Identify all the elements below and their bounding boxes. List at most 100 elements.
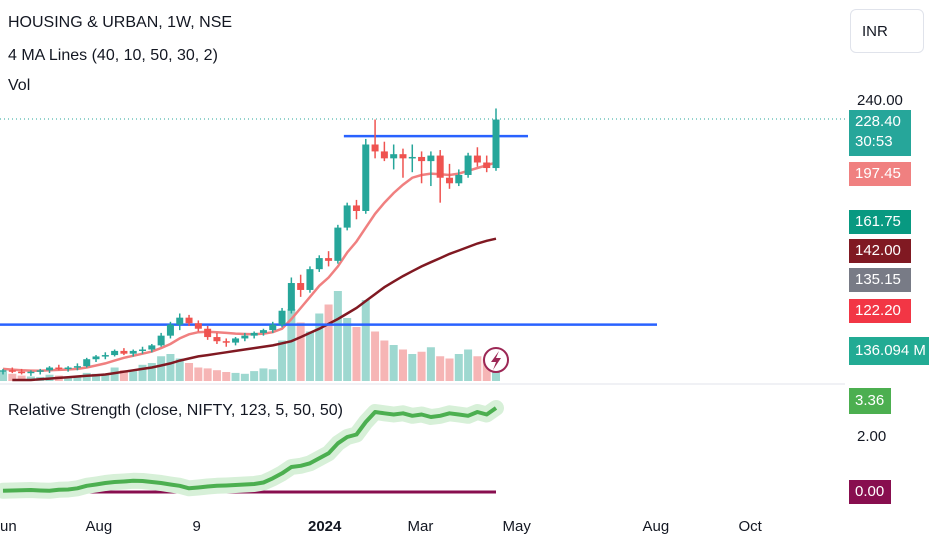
volume-bar [101,374,110,381]
candle-body [120,350,128,354]
level-label-122: 122.20 [849,299,911,323]
candle-body [287,283,295,311]
currency-selector[interactable]: INR [850,9,924,53]
candle-body [259,330,267,333]
time-tick-label: Oct [738,518,762,535]
volume-bar [0,372,7,381]
time-tick-label: Aug [642,518,670,535]
candle-body [334,227,342,261]
candle-body [455,174,463,184]
volume-bar [166,354,175,381]
rs-tick-2: 2.00 [857,428,887,445]
ma-slow-line [12,237,497,382]
time-tick-label: Mar [407,518,434,535]
volume-bar [473,356,482,381]
price-label-current: 228.40 30:53 [849,110,911,156]
candle-body [483,162,491,169]
ma-fast-line [2,161,497,372]
volume-bar [454,354,463,381]
candle-body [492,119,500,169]
ma-slow-label: 142.00 [849,239,911,263]
candle-body [139,349,147,352]
volume-bar [17,375,26,381]
volume-indicator-label[interactable]: Vol [8,77,31,94]
candle-body [343,205,351,228]
candle-body [176,317,184,325]
candle-body [204,328,212,338]
volume-bars [0,291,500,381]
candle-body [73,366,81,368]
candle-body [148,345,156,350]
volume-bar [278,340,287,381]
volume-bar [175,358,184,381]
candle-body [362,144,370,211]
candle-body [111,350,119,356]
volume-bar [324,304,333,381]
volume-bar [389,345,398,381]
level-label-161: 161.75 [849,210,911,234]
volume-bar [203,368,212,381]
candle-body [232,338,240,343]
volume-bar [482,358,491,381]
candle-body [194,323,202,329]
relative-strength-line [0,400,504,499]
volume-bar [129,371,138,381]
moving-averages [2,161,497,382]
candle-body [0,370,7,372]
candle-body [325,258,333,261]
time-tick-label: 2024 [308,518,342,535]
rs-indicator-label[interactable]: Relative Strength (close, NIFTY, 123, 5,… [8,402,343,419]
rs-value-label: 3.36 [849,388,891,414]
candle-body [46,367,54,371]
candle-body [445,177,453,184]
volume-bar [138,364,147,381]
candle-body [250,332,258,336]
rs-line [2,406,498,493]
level-label-135: 135.15 [849,268,911,292]
candle-body [185,317,193,324]
candle-body [157,335,165,346]
volume-bar [398,349,407,381]
rs-zero-label: 0.00 [849,480,891,504]
candle-body [36,370,44,372]
volume-bar [315,313,324,381]
volume-bar [408,354,417,381]
volume-bar [464,349,473,381]
volume-bar [445,358,454,381]
candle-body [101,355,109,357]
volume-bar [352,327,361,381]
volume-bar [417,351,426,381]
candle-body [64,367,72,370]
alert-icon[interactable] [483,347,509,373]
candle-body [83,359,91,367]
time-tick-label: May [502,518,531,535]
price-tick-240: 240.00 [857,92,903,109]
candle-body [399,154,407,159]
volume-bar [119,370,128,381]
volume-bar [250,371,259,381]
candle-body [473,155,481,163]
candle-body [306,269,314,290]
candle-body [92,356,100,360]
current-price: 228.40 [855,113,901,130]
volume-bar [231,372,240,381]
volume-bar [436,356,445,381]
volume-bar [194,367,203,381]
candle-body [269,324,277,331]
ma-indicator-label[interactable]: 4 MA Lines (40, 10, 50, 30, 2) [8,47,218,64]
rs-band [0,400,504,499]
candle-body [297,283,305,290]
volume-bar [185,363,194,381]
time-tick-label: 9 [192,518,201,535]
volume-bar [361,300,370,381]
volume-bar [426,347,435,381]
candle-body [27,371,35,374]
symbol-title[interactable]: HOUSING & URBAN, 1W, NSE [8,14,233,31]
volume-bar [287,309,296,381]
volume-bar [212,370,221,381]
bar-countdown: 30:53 [855,133,893,150]
volume-bar [240,373,249,381]
volume-bar [157,356,166,381]
volume-label: 136.094 M [849,337,929,365]
